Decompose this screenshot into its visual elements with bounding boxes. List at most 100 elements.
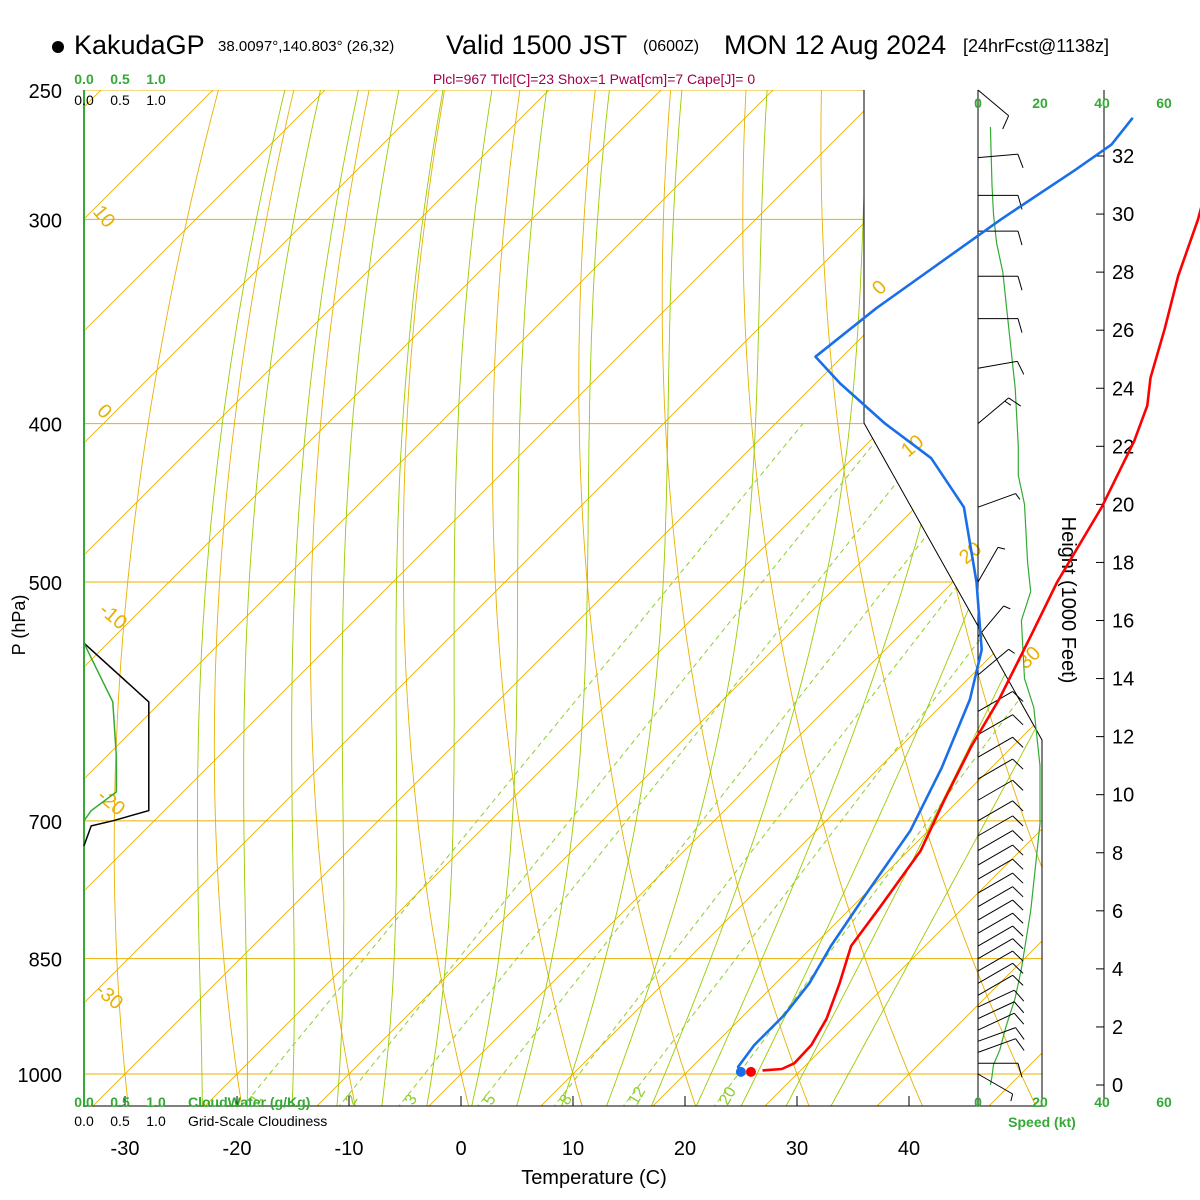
wind-barb-staff [977,872,1013,894]
dry-adiabat-line [742,90,925,1106]
wind-barb-staff [977,925,1013,947]
moist-adiabat-line [515,90,614,1106]
wind-barb-flag [1017,1063,1023,1078]
wind-barb-flag [1012,800,1024,812]
isotherm-line [426,90,1042,1106]
cloudiness-scale-top-label: 0.5 [110,92,130,108]
moist-adiabat-line [336,90,406,1106]
isotherm-line [650,90,1042,1106]
isotherm-line [84,90,691,1106]
isotherm-line [202,90,1042,1106]
pressure-tick-label: 250 [29,81,62,103]
height-tick-label: 0 [1112,1075,1123,1097]
wind-barb-flag [1012,691,1024,702]
height-tick-label: 6 [1112,901,1123,923]
dry-adiabat-label: 0 [92,400,115,423]
moist-adiabat-line [649,90,870,1106]
wind-barb-flag [1012,844,1024,856]
wind-barb-staff [977,886,1013,908]
wind-barb-flag [1012,899,1024,911]
height-tick-label: 30 [1112,204,1134,226]
dry-adiabat-line [402,90,470,1106]
wind-barb [977,974,1024,996]
dry-adiabat-line [310,90,376,1106]
isotherm-line [538,90,1042,1106]
height-tick-label: 2 [1112,1017,1123,1039]
wind-barb-flag [1012,974,1024,986]
pressure-tick-label: 300 [29,210,62,232]
wind-barb-flag [1013,1012,1025,1025]
height-tick-label: 16 [1112,611,1134,633]
wind-barb [977,758,1024,780]
station-coordinates: 38.0097°,140.803° (26,32) [218,38,395,55]
wind-barb [977,899,1024,921]
mixing-ratio-line [396,423,945,1106]
valid-date: MON 12 Aug 2024 [724,30,947,60]
dry-adiabat-label: -20 [93,785,129,820]
wind-barb-flag [1012,714,1024,726]
wind-barb-flag [1013,989,1025,1002]
wind-barb [977,1038,1025,1053]
mixing-ratio-line [712,423,1042,1106]
wind-barb-flag [1015,1027,1025,1040]
height-tick-label: 26 [1112,320,1134,342]
wind-barb-staff [977,989,1015,1008]
forecast-tag: [24hrFcst@1138z] [963,36,1110,56]
wind-barb [977,736,1024,758]
wind-barb [977,1073,1014,1102]
temperature-tick-label: 0 [455,1138,466,1160]
dry-adiabat-line [661,90,811,1106]
temperature-tick-label: 20 [674,1138,696,1160]
wind-barb-staff [977,858,1013,880]
temperature-profile [762,206,1200,1072]
isotherm-line [84,90,355,1106]
temperature-tick-label: -30 [111,1138,140,1160]
wind-barb-staff [977,690,1013,712]
wind-barb-staff [977,397,1009,424]
wind-barb [978,275,1023,291]
wind-barb-staff [977,779,1013,801]
wind-barb [977,546,1006,583]
wind-barb-staff [977,89,1009,117]
wind-barb-staff [977,736,1013,758]
wind-barb-staff [977,153,1018,159]
wind-barb-staff [977,648,1009,676]
wind-barb-flag [1012,736,1024,748]
temperature-tick-label: 10 [562,1138,584,1160]
cloud-scale-bottom-label: 0.0 [74,1094,94,1110]
wind-barb [977,1001,1025,1020]
cloud-scale-top-label: 1.0 [146,71,166,87]
isotherm-line [762,90,1042,1106]
x-axis-title: Temperature (C) [521,1167,667,1189]
pressure-tick-label: 850 [29,950,62,972]
wind-barb [977,360,1025,375]
y-axis-title: P (hPa) [9,595,29,656]
wind-barb-staff [977,1001,1015,1020]
wind-barb [977,714,1024,736]
cloudiness-scale-bottom-label: 0.0 [74,1113,94,1129]
dry-adiabat-label: 0 [868,276,891,299]
height-tick-label: 18 [1112,552,1134,574]
wind-barb [977,1027,1025,1042]
wind-barb [977,800,1024,822]
mixing-ratio-line [240,423,804,1106]
wind-barb-flag [1016,361,1025,375]
dry-adiabat-label: -30 [91,979,127,1014]
height-tick-label: 32 [1112,146,1134,168]
wind-barb [977,605,1011,637]
temperature-tick-label: 40 [898,1138,920,1160]
wind-barb-staff [977,1073,1013,1095]
wind-barb-flag [1012,925,1024,937]
pressure-tick-label: 500 [29,573,62,595]
plot-boundary [863,90,1043,1106]
speed-tick-bottom: 40 [1094,1094,1110,1110]
wind-barb-staff [977,360,1018,369]
isotherm-line [874,90,1042,1106]
wind-barb-half-flag [1008,648,1015,654]
wind-barb [977,925,1024,947]
moist-adiabat-line [196,90,293,1106]
wind-barb-half-flag [1010,1093,1014,1102]
wind-barb-flag [1012,858,1024,870]
cloudiness-scale-bottom-label: 0.5 [110,1113,130,1129]
dry-adiabat-line [820,90,1038,1106]
